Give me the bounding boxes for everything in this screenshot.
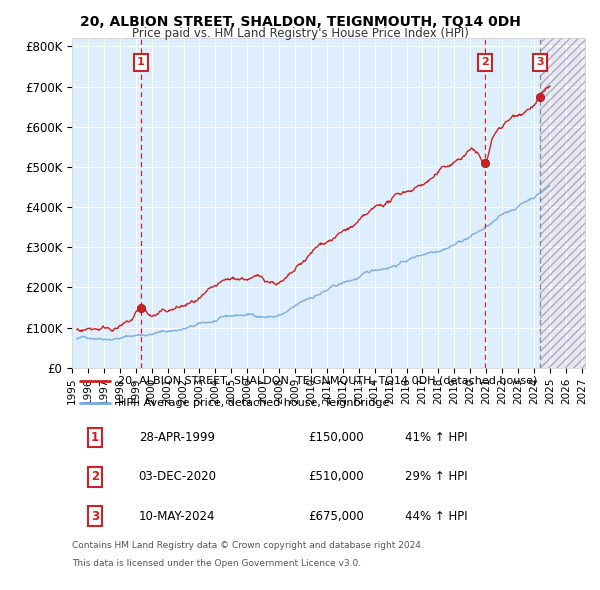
Text: 44% ↑ HPI: 44% ↑ HPI — [406, 510, 468, 523]
Text: This data is licensed under the Open Government Licence v3.0.: This data is licensed under the Open Gov… — [72, 559, 361, 568]
Text: 2: 2 — [481, 57, 489, 67]
Text: 20, ALBION STREET, SHALDON, TEIGNMOUTH, TQ14 0DH (detached house): 20, ALBION STREET, SHALDON, TEIGNMOUTH, … — [118, 376, 538, 386]
Text: 3: 3 — [91, 510, 99, 523]
Text: 2: 2 — [91, 470, 99, 483]
Text: 20, ALBION STREET, SHALDON, TEIGNMOUTH, TQ14 0DH: 20, ALBION STREET, SHALDON, TEIGNMOUTH, … — [80, 15, 520, 29]
Text: 1: 1 — [91, 431, 99, 444]
Text: Contains HM Land Registry data © Crown copyright and database right 2024.: Contains HM Land Registry data © Crown c… — [72, 541, 424, 550]
Text: Price paid vs. HM Land Registry's House Price Index (HPI): Price paid vs. HM Land Registry's House … — [131, 27, 469, 40]
Text: £675,000: £675,000 — [308, 510, 364, 523]
Text: 1: 1 — [137, 57, 145, 67]
Text: 29% ↑ HPI: 29% ↑ HPI — [406, 470, 468, 483]
Text: 41% ↑ HPI: 41% ↑ HPI — [406, 431, 468, 444]
Text: £510,000: £510,000 — [308, 470, 364, 483]
Bar — [540, 38, 585, 368]
Text: 10-MAY-2024: 10-MAY-2024 — [139, 510, 215, 523]
Text: 3: 3 — [536, 57, 544, 67]
Text: 03-DEC-2020: 03-DEC-2020 — [139, 470, 217, 483]
Text: £150,000: £150,000 — [308, 431, 364, 444]
Bar — [540, 38, 585, 368]
Text: HPI: Average price, detached house, Teignbridge: HPI: Average price, detached house, Teig… — [118, 398, 389, 408]
Text: 28-APR-1999: 28-APR-1999 — [139, 431, 215, 444]
